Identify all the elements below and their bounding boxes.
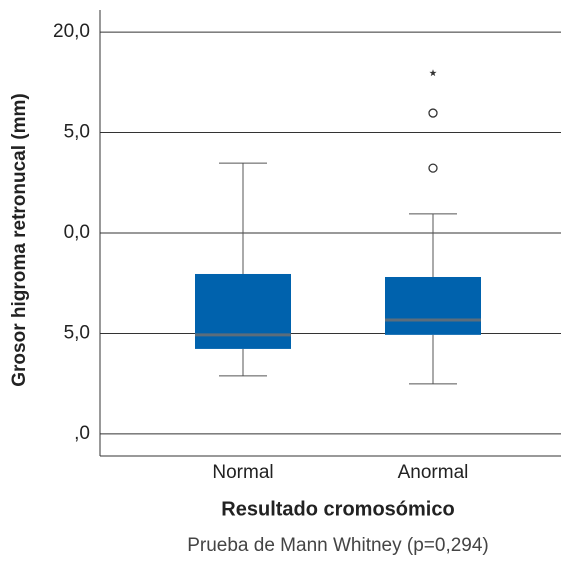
y-tick-label: 5,0 <box>64 322 90 343</box>
y-tick-label: ,0 <box>74 423 90 444</box>
x-axis-label: Resultado cromosómico <box>221 498 454 520</box>
outlier <box>428 163 438 173</box>
y-tick-label: 0,0 <box>64 222 90 243</box>
y-tick-label: 20,0 <box>53 21 90 42</box>
note: Prueba de Mann Whitney (p=0,294) <box>187 535 489 556</box>
x-tick-label: Anormal <box>398 462 469 483</box>
box <box>195 273 291 349</box>
y-tick-label: 5,0 <box>64 122 90 143</box>
box <box>385 276 481 335</box>
y-axis-label: Grosor higroma retronucal (mm) <box>9 93 30 387</box>
extreme-outlier <box>429 69 437 77</box>
x-tick-label: Normal <box>212 462 273 483</box>
outlier <box>428 108 438 118</box>
